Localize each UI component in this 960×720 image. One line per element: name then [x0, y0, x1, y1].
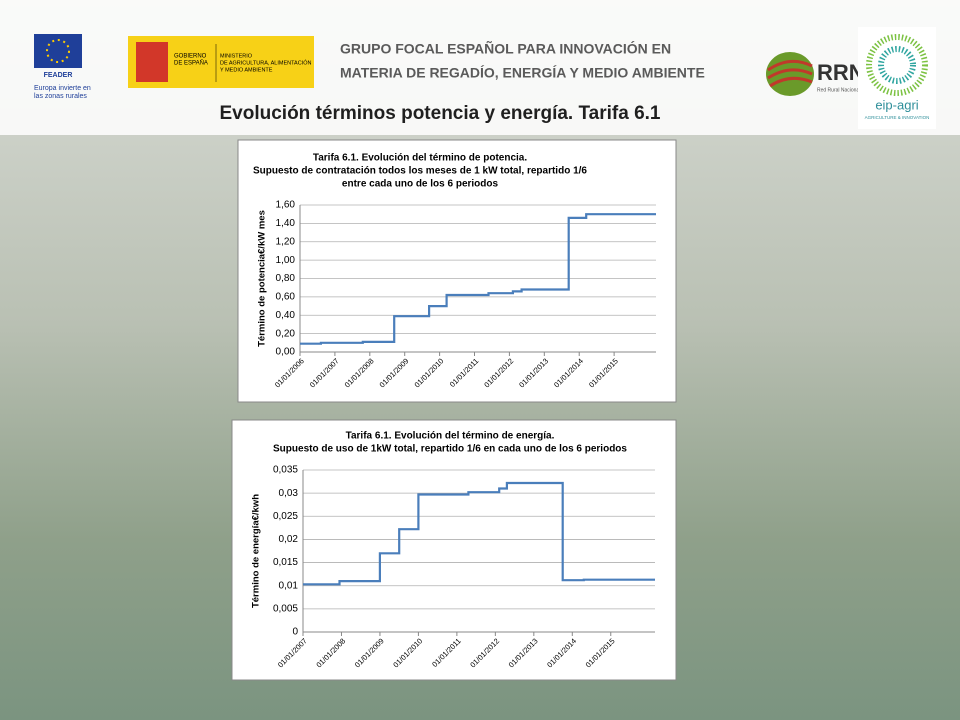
- y-tick-label: 1,00: [276, 255, 296, 266]
- logo-text: eip-agri: [875, 97, 918, 112]
- y-tick-label: 0,015: [273, 557, 298, 568]
- org-name: GRUPO FOCAL ESPAÑOL PARA INNOVACIÓN EN: [340, 40, 671, 57]
- y-tick-label: 0: [292, 627, 298, 638]
- logo-text: DE AGRICULTURA, ALIMENTACIÓN: [220, 59, 312, 66]
- logo-text: Europa invierte en: [34, 85, 91, 92]
- chart-box: [237, 139, 677, 403]
- logo-text: FEADER: [44, 72, 73, 79]
- y-tick-label: 0,00: [276, 347, 296, 358]
- chart-box: [231, 419, 677, 681]
- eip-burst: [866, 34, 928, 96]
- chart-title: Tarifa 6.1. Evolución del término de pot…: [313, 153, 528, 164]
- logo-text: Red Rural Nacional: [817, 87, 860, 93]
- y-tick-label: 0,60: [276, 292, 296, 303]
- logo-text: DE ESPAÑA: [174, 60, 208, 67]
- y-tick-label: 0,20: [276, 328, 296, 339]
- y-axis-label: Término de potencia€/kW mes: [257, 210, 268, 347]
- chart-title: Tarifa 6.1. Evolución del término de ene…: [346, 431, 555, 442]
- y-tick-label: 0,02: [279, 534, 299, 545]
- chart-title: Supuesto de contratación todos los meses…: [253, 166, 587, 177]
- slide-title: Evolución términos potencia y energía. T…: [220, 103, 661, 124]
- data-line: [300, 213, 656, 345]
- y-tick-label: 0,01: [279, 580, 299, 591]
- eip-burst: [878, 46, 916, 84]
- y-tick-label: 0,40: [276, 310, 296, 321]
- y-tick-label: 0,80: [276, 273, 296, 284]
- logo-text: AGRICULTURE & INNOVATION: [865, 115, 930, 120]
- y-tick-label: 1,40: [276, 218, 296, 229]
- logo-text: RRN: [817, 60, 865, 85]
- y-tick-label: 0,035: [273, 465, 298, 476]
- y-tick-label: 0,03: [279, 488, 299, 499]
- coat-of-arms: [136, 42, 168, 82]
- logo-text: GOBIERNO: [174, 54, 207, 60]
- logo-text: las zonas rurales: [34, 93, 87, 100]
- y-tick-label: 0,025: [273, 511, 298, 522]
- logo-text: MINISTERIO: [220, 53, 253, 59]
- chart-title: Supuesto de uso de 1kW total, repartido …: [273, 444, 627, 455]
- data-line: [303, 481, 655, 586]
- y-tick-label: 1,60: [276, 200, 296, 211]
- org-name: MATERIA DE REGADÍO, ENERGÍA Y MEDIO AMBI…: [340, 65, 705, 81]
- y-axis-label: Término de energía€/kwh: [251, 494, 262, 608]
- logo-text: Y MEDIO AMBIENTE: [220, 67, 273, 73]
- rrn-stripes: [767, 59, 813, 88]
- chart-title: entre cada uno de los 6 periodos: [342, 179, 499, 190]
- y-tick-label: 1,20: [276, 236, 296, 247]
- y-tick-label: 0,005: [273, 603, 298, 614]
- eu-stars: [46, 39, 70, 63]
